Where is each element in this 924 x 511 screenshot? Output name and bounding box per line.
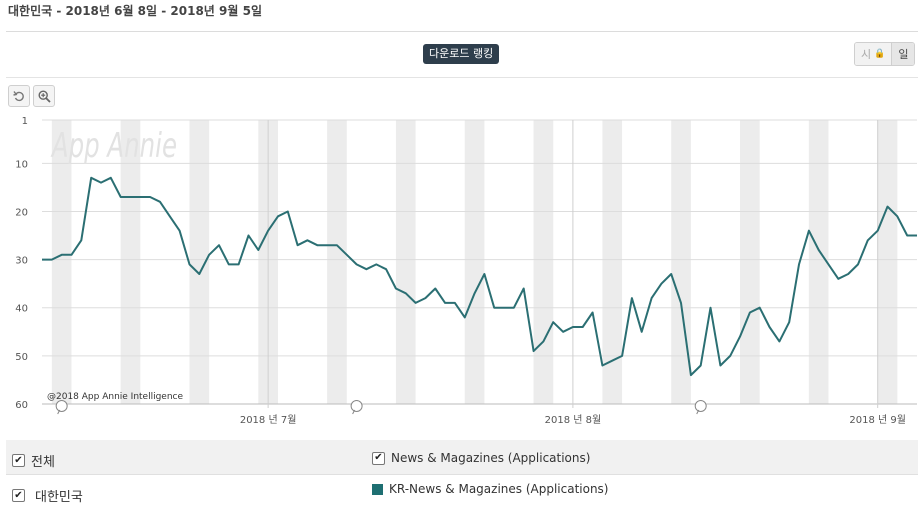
- legend-series-label: KR-News & Magazines (Applications): [389, 482, 609, 496]
- weekend-band: [189, 120, 210, 404]
- weekly-button[interactable]: 시 🔒: [855, 43, 892, 65]
- x-axis-ticks: 2018 년 7월 2018 년 8월 2018 년 9월: [240, 414, 906, 426]
- weekend-band: [533, 120, 554, 404]
- y-tick-label: 40: [15, 304, 28, 315]
- legend-all-label: 전체: [31, 455, 55, 470]
- weekend-band: [877, 120, 898, 404]
- page-title: 대한민국 - 2018년 6월 8일 - 2018년 9월 5일: [8, 4, 262, 18]
- y-tick-label: 10: [15, 159, 28, 170]
- credit-text: @2018 App Annie Intelligence: [47, 392, 184, 402]
- y-tick-label: 50: [15, 352, 28, 363]
- watermark: App Annie: [50, 126, 177, 165]
- granularity-toggle: 시 🔒 일: [854, 42, 916, 66]
- series-lines: [42, 176, 917, 377]
- x-tick-label: 2018 년 8월: [545, 414, 602, 426]
- weekend-bands: [51, 120, 898, 404]
- legend-country-label: 대한민국: [35, 490, 83, 505]
- legend-header-row: [6, 440, 918, 475]
- checkbox-checked-icon[interactable]: ✔: [372, 451, 385, 465]
- event-markers: [55, 400, 707, 415]
- legend-category-toggle[interactable]: ✔ News & Magazines (Applications): [372, 451, 590, 465]
- legend-series-toggle[interactable]: KR-News & Magazines (Applications): [372, 482, 609, 496]
- grid-lines: [42, 119, 917, 408]
- series-swatch: [372, 483, 383, 495]
- y-tick-label: 1: [22, 116, 28, 127]
- y-tick-label: 60: [15, 400, 28, 411]
- weekend-band: [740, 120, 760, 404]
- weekend-band: [395, 120, 416, 404]
- weekend-band: [671, 120, 691, 404]
- event-marker-icon[interactable]: [350, 400, 363, 415]
- x-tick-label: 2018 년 7월: [240, 414, 297, 426]
- y-tick-label: 20: [15, 207, 28, 218]
- event-marker-icon[interactable]: [694, 400, 707, 415]
- checkbox-checked-icon[interactable]: ✔: [12, 489, 25, 502]
- title-divider: [6, 31, 918, 32]
- weekend-band: [602, 120, 623, 404]
- weekend-band: [464, 120, 485, 404]
- reset-zoom-button[interactable]: [8, 85, 30, 107]
- daily-label: 일: [898, 48, 909, 61]
- zoom-in-button[interactable]: [33, 85, 55, 107]
- daily-button[interactable]: 일: [891, 43, 915, 65]
- x-tick-label: 2018 년 9월: [849, 414, 906, 426]
- weekend-band: [51, 120, 72, 404]
- metric-badge: 다운로드 랭킹: [423, 44, 500, 64]
- weekend-band: [808, 120, 829, 404]
- weekend-band: [327, 120, 347, 404]
- undo-icon: [13, 91, 24, 102]
- event-marker-icon[interactable]: [55, 400, 68, 415]
- weekend-band: [120, 120, 141, 404]
- legend-all-toggle[interactable]: ✔ 전체: [12, 451, 55, 470]
- weekly-label: 시: [861, 48, 872, 61]
- y-axis-ticks: 1 10 20 30 40 50 60: [15, 116, 28, 411]
- y-tick-label: 30: [15, 256, 28, 267]
- legend-country-toggle[interactable]: ✔ 대한민국: [12, 486, 83, 505]
- series-line[interactable]: [42, 176, 917, 377]
- legend: ✔ 전체 ✔ News & Magazines (Applications) ✔…: [6, 440, 918, 508]
- legend-category-label: News & Magazines (Applications): [391, 451, 591, 465]
- zoom-in-icon: [37, 89, 51, 103]
- checkbox-checked-icon[interactable]: ✔: [12, 454, 25, 467]
- controls-divider: [6, 77, 918, 78]
- lock-icon: 🔒: [874, 49, 886, 59]
